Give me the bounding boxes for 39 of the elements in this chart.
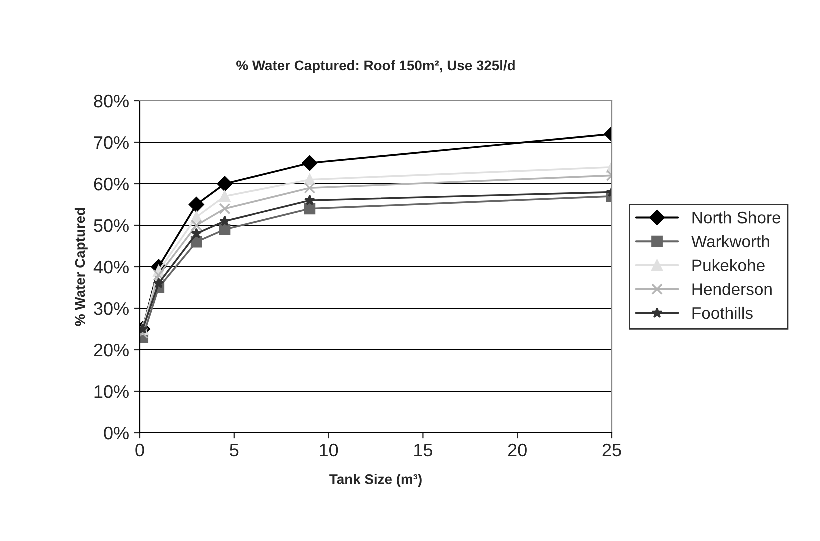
y-tick-label: 0% <box>104 426 129 440</box>
x-tick-label: 15 <box>414 444 432 457</box>
x-tick-label: 0 <box>136 444 144 457</box>
x-tick-label: 20 <box>508 444 527 457</box>
point <box>302 156 318 171</box>
legend-label: Pukekohe <box>692 259 765 272</box>
y-tick-label: 80% <box>94 94 129 108</box>
point <box>219 190 231 202</box>
x-tick-label: 10 <box>320 444 338 457</box>
point <box>219 224 231 236</box>
point <box>191 228 202 239</box>
y-tick-label: 70% <box>94 136 129 150</box>
point <box>217 176 233 192</box>
x-tick-label: 5 <box>230 444 239 457</box>
x-tick-label: 25 <box>602 444 622 457</box>
legend-label: Warkworth <box>692 235 770 248</box>
point <box>304 194 316 206</box>
y-tick-label: 30% <box>94 302 129 316</box>
point <box>153 270 165 281</box>
point <box>190 212 202 223</box>
chart-title: % Water Captured: Roof 150m², Use 325l/d <box>236 60 515 74</box>
legend-label: Henderson <box>692 283 772 296</box>
legend-label: North Shore <box>692 211 781 224</box>
y-tick-label: 50% <box>94 219 129 232</box>
point <box>304 182 316 194</box>
point <box>153 278 164 288</box>
point <box>190 220 202 232</box>
point <box>220 216 230 226</box>
y-tick-label: 20% <box>94 344 129 357</box>
point <box>188 197 204 212</box>
y-tick-label: 10% <box>94 385 129 398</box>
y-tick-label: 60% <box>94 178 129 191</box>
y-tick-label: 40% <box>94 260 129 274</box>
point <box>190 236 202 248</box>
y-axis-title: % Water Captured <box>74 208 88 326</box>
point <box>304 203 316 215</box>
legend-label: Foothills <box>692 306 753 320</box>
point <box>219 203 231 215</box>
x-axis-title: Tank Size (m³) <box>330 474 422 488</box>
